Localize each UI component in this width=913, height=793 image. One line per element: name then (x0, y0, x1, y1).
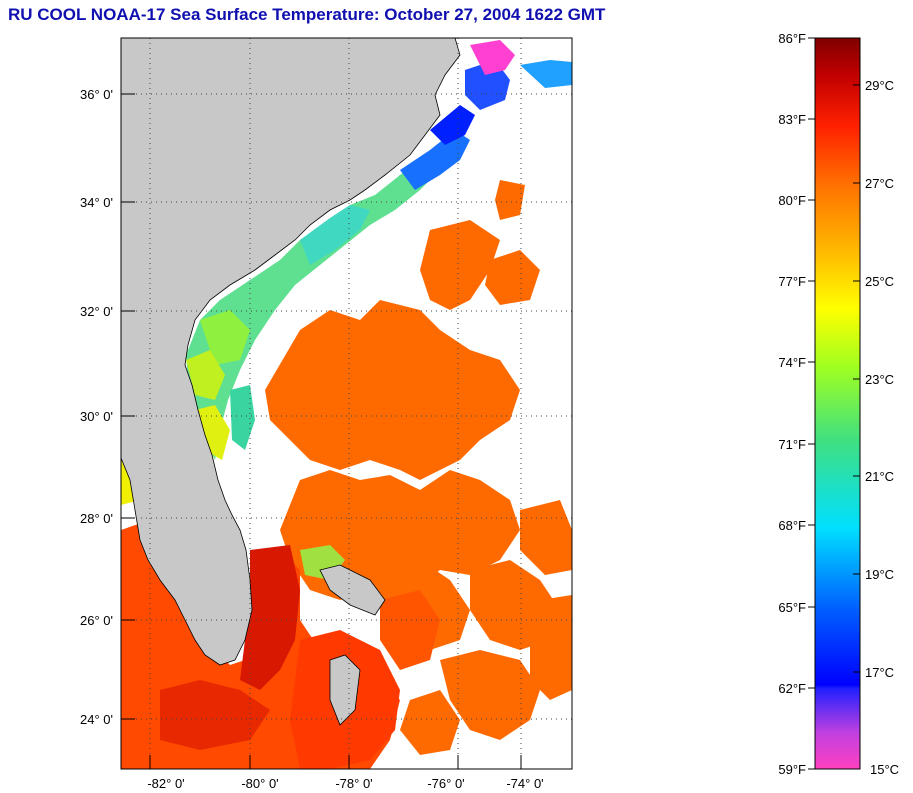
cb-c-label: 17°C (865, 665, 894, 680)
colorbar-f-ticks (808, 37, 815, 770)
coastal-shelf-water (121, 40, 572, 582)
lat-label-36: 36° 0' (80, 87, 113, 102)
lat-label-24: 24° 0' (80, 712, 113, 727)
cb-f-label: 80°F (778, 193, 806, 208)
cb-c-label: 27°C (865, 176, 894, 191)
lat-label-26: 26° 0' (80, 613, 113, 628)
cb-f-label: 74°F (778, 355, 806, 370)
lon-label-82: -82° 0' (147, 776, 184, 791)
cb-f-label: 59°F (778, 762, 806, 777)
cb-f-label: 83°F (778, 112, 806, 127)
map-area (121, 38, 572, 769)
colorbar-gradient (814, 37, 861, 770)
lon-label-80: -80° 0' (241, 776, 278, 791)
cb-c-label: 23°C (865, 372, 894, 387)
land-mass (121, 38, 461, 726)
cb-f-label: 68°F (778, 518, 806, 533)
graticule-grid (121, 38, 572, 769)
cb-c-label: 21°C (865, 469, 894, 484)
cb-c-label: 19°C (865, 567, 894, 582)
colorbar-c-ticks (853, 84, 860, 673)
lon-label-74: -74° 0' (506, 776, 543, 791)
lon-label-78: -78° 0' (335, 776, 372, 791)
lat-label-28: 28° 0' (80, 511, 113, 526)
lon-label-76: -76° 0' (427, 776, 464, 791)
cb-c-label: 29°C (865, 78, 894, 93)
map-title: RU COOL NOAA-17 Sea Surface Temperature:… (8, 5, 606, 24)
cb-c-label: 25°C (865, 274, 894, 289)
latitude-labels: 36° 0' 34° 0' 32° 0' 30° 0' 28° 0' 26° 0… (80, 87, 113, 727)
longitude-labels: -82° 0' -80° 0' -78° 0' -76° 0' -74° 0' (147, 776, 543, 791)
colorbar-fahrenheit-labels: 86°F 83°F 80°F 77°F 74°F 71°F 68°F 65°F … (778, 31, 806, 777)
lat-label-32: 32° 0' (80, 304, 113, 319)
temperature-colorbar: 86°F 83°F 80°F 77°F 74°F 71°F 68°F 65°F … (778, 31, 899, 777)
map-border (120, 37, 573, 770)
colorbar-celsius-labels: 29°C 27°C 25°C 23°C 21°C 19°C 17°C 15°C (865, 78, 899, 777)
lat-label-34: 34° 0' (80, 195, 113, 210)
cb-f-label: 62°F (778, 681, 806, 696)
cb-f-label: 71°F (778, 437, 806, 452)
cb-c-label: 15°C (870, 762, 899, 777)
lat-label-30: 30° 0' (80, 409, 113, 424)
axis-ticks (121, 93, 522, 769)
cb-f-label: 86°F (778, 31, 806, 46)
cb-f-label: 77°F (778, 274, 806, 289)
cb-f-label: 65°F (778, 600, 806, 615)
